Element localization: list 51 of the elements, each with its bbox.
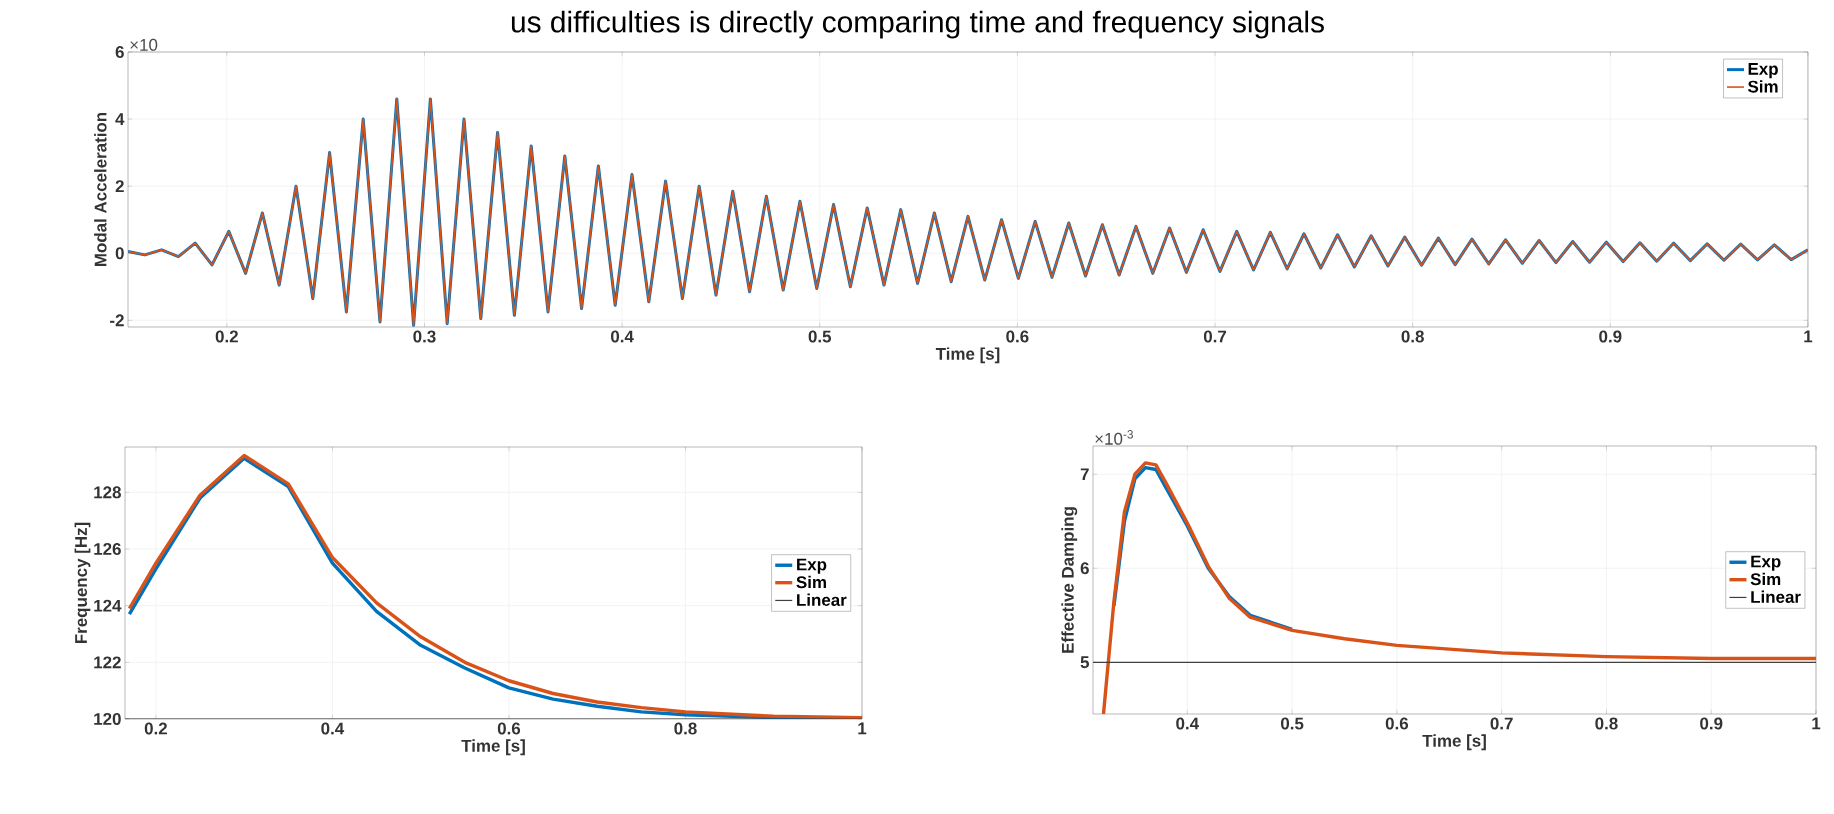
y-tick-label: 6 <box>1080 562 1089 575</box>
x-axis-title: Time [s] <box>1422 734 1486 751</box>
x-tick-label: 0.7 <box>1203 330 1227 343</box>
y-axis-title: Effective Damping <box>1061 507 1078 653</box>
x-tick-label: 0.6 <box>497 722 521 735</box>
y-tick-label: 6 <box>115 46 124 58</box>
x-tick-label: 1 <box>1812 717 1821 730</box>
x-tick-label: 0.6 <box>1385 717 1409 730</box>
legend-label: Exp <box>797 558 827 574</box>
x-tick-label: 0.9 <box>1700 717 1723 730</box>
y-axis-title: Frequency [Hz] <box>74 522 91 644</box>
x-tick-label: 0.4 <box>1176 717 1199 730</box>
y-tick-label: 7 <box>1080 468 1089 481</box>
y-tick-label: 2 <box>115 180 124 193</box>
legend-label: Exp <box>1751 555 1781 571</box>
y-tick-label: 128 <box>94 486 121 499</box>
y-tick-label: 124 <box>94 599 122 612</box>
y-tick-label: 4 <box>115 113 125 125</box>
y-tick-label: -2 <box>110 314 124 327</box>
x-tick-label: 0.5 <box>1281 717 1304 730</box>
x-tick-label: 0.8 <box>1401 330 1424 343</box>
y-tick-label: 126 <box>94 543 121 555</box>
legend-label: Sim <box>796 575 826 589</box>
x-tick-label: 0.9 <box>1599 330 1622 343</box>
x-tick-label: 0.5 <box>808 330 832 343</box>
legend-label: Sim <box>1750 572 1781 586</box>
x-tick-label: 0.8 <box>1595 717 1618 730</box>
x-tick-label: 0.2 <box>215 330 238 343</box>
text: ×10 <box>130 38 158 51</box>
text: ×10$^{-3}$ <box>1095 430 1133 445</box>
x-tick-label: 1 <box>1804 330 1813 343</box>
legend-label: Exp <box>1748 63 1778 79</box>
y-tick-label: 120 <box>94 713 121 725</box>
y-tick-label: 0 <box>115 247 124 260</box>
chart-title: us difficulties is directly comparing time and frequency signals <box>511 10 1324 39</box>
x-tick-label: 0.8 <box>674 722 697 735</box>
x-tick-label: 0.4 <box>611 330 634 343</box>
legend-label: Linear <box>1751 590 1801 603</box>
x-tick-label: 0.3 <box>413 330 436 343</box>
legend-label: Linear <box>797 593 847 606</box>
x-axis-title: Time [s] <box>461 739 525 756</box>
x-tick-label: 0.2 <box>144 722 167 735</box>
x-tick-label: 0.4 <box>321 722 345 735</box>
y-tick-label: 5 <box>1080 656 1090 669</box>
y-axis-title: Modal Acceleration <box>94 112 107 266</box>
x-axis-title: Time [s] <box>935 347 1000 364</box>
x-tick-label: 0.7 <box>1490 717 1513 730</box>
legend-label: Sim <box>1747 80 1778 93</box>
y-tick-label: 122 <box>94 656 121 669</box>
x-tick-label: 0.6 <box>1006 330 1029 343</box>
x-tick-label: 1 <box>858 722 867 735</box>
